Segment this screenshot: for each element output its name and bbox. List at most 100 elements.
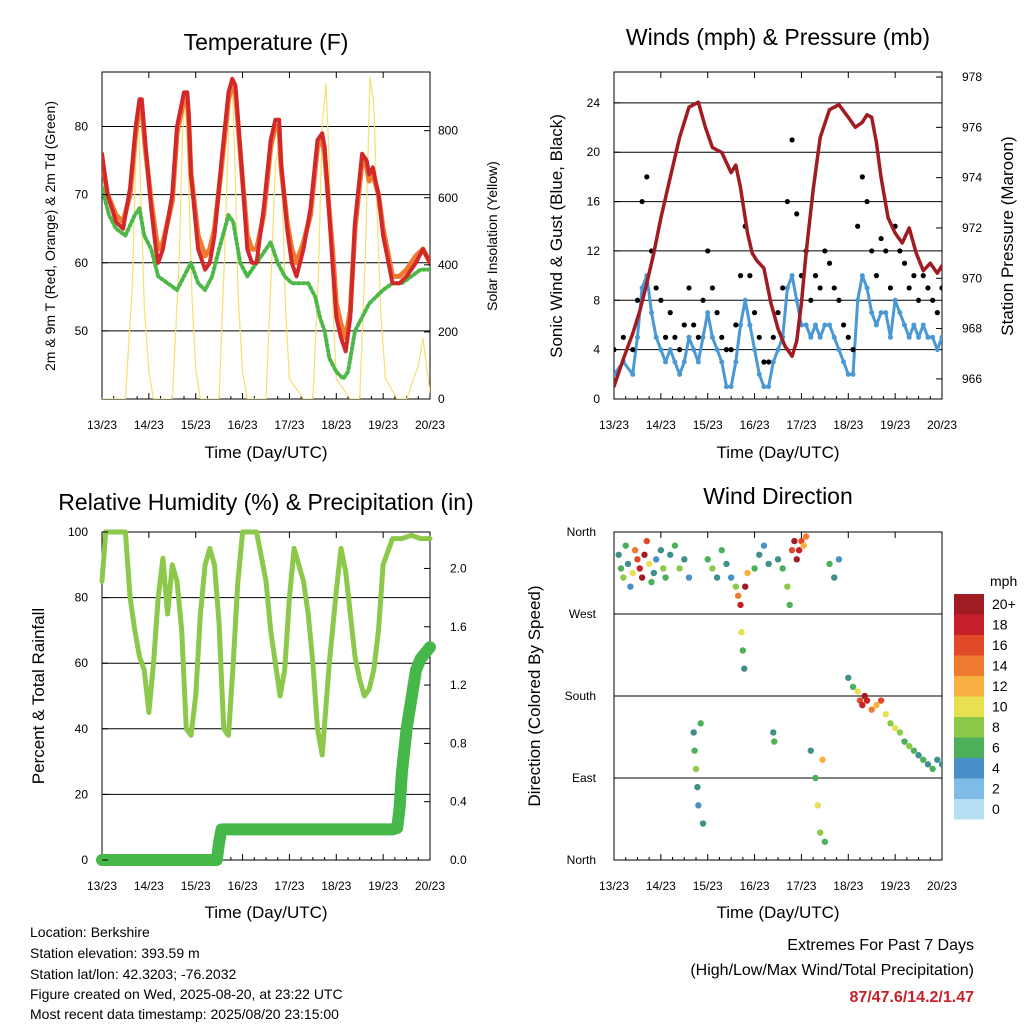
wind-direction-point: [770, 729, 777, 736]
gust-point: [686, 285, 692, 291]
sonic-wind-point: [709, 334, 715, 340]
wind-direction-point: [934, 756, 941, 763]
wind-direction-point: [645, 560, 653, 568]
legend-title: mph: [990, 573, 1017, 589]
humidity-plot-area: [96, 529, 436, 866]
y2-tick-label: 0.8: [450, 736, 467, 750]
sonic-wind-point: [902, 322, 908, 328]
sonic-wind-point: [719, 359, 725, 365]
x-tick-label: 13/23: [87, 879, 117, 893]
winds-plot-area: [614, 100, 942, 390]
wind-direction-point: [779, 565, 786, 572]
x-tick-label: 20/23: [415, 879, 445, 893]
x-tick-label: 19/23: [368, 879, 398, 893]
gust-point: [700, 297, 706, 303]
wind-direction-point: [631, 547, 639, 554]
sonic-wind-point: [691, 347, 697, 353]
total-rainfall-line: [96, 641, 436, 866]
gust-point: [639, 198, 645, 205]
wind-direction-point: [643, 537, 650, 545]
wind-direction-point: [657, 547, 665, 554]
winds-panel: Winds (mph) & Pressure (mb) Time (Day/UTC…: [547, 24, 1017, 462]
wind-direction-point: [863, 697, 871, 704]
y-tick-label: 0: [593, 392, 600, 406]
legend-swatch: [954, 758, 984, 779]
sonic-wind-point: [752, 347, 758, 353]
x-tick-label: 19/23: [880, 418, 910, 432]
y-tick-label: 60: [75, 656, 89, 670]
sonic-wind-point: [916, 334, 922, 340]
wind-direction-point: [891, 724, 899, 732]
legend-label: 12: [992, 678, 1008, 694]
extremes-title: Extremes For Past 7 Days: [787, 937, 974, 954]
gust-point: [864, 198, 870, 205]
direction-panel: Wind Direction Time (Day/UTC) Direction (C…: [525, 483, 1017, 922]
gust-point: [794, 211, 800, 217]
sonic-wind-point: [873, 322, 879, 328]
x-tick-label: 17/23: [786, 879, 816, 893]
x-tick-label: 16/23: [228, 418, 258, 432]
x-tick-label: 14/23: [134, 879, 164, 893]
y-tick-label: North: [567, 853, 596, 867]
panel-title: Temperature (F): [184, 29, 349, 55]
gust-point: [897, 248, 903, 254]
wind-direction-point: [774, 556, 782, 563]
sonic-wind-point: [728, 384, 734, 390]
gust-point: [822, 248, 828, 254]
wind-direction-point: [826, 560, 833, 568]
gust-point: [784, 198, 790, 205]
sonic-wind-point: [677, 371, 683, 377]
temperature-panel: Temperature (F) Time (Day/UTC) 2m & 9m T (…: [42, 29, 500, 462]
sonic-wind-point: [705, 310, 711, 316]
sonic-wind-point: [920, 322, 926, 328]
x-tick-label: 14/23: [646, 418, 676, 432]
y2-tick-label: 0.4: [450, 795, 467, 809]
y-axis-label: Sonic Wind & Gust (Blue, Black): [547, 114, 566, 358]
wind-direction-point: [910, 747, 918, 754]
wind-direction-point: [816, 829, 824, 836]
legend-swatch: [954, 635, 984, 656]
wind-direction-point: [718, 547, 725, 554]
y-tick-label: 80: [75, 591, 89, 605]
wind-direction-point: [831, 574, 838, 581]
panel-title: Wind Direction: [703, 483, 853, 509]
legend-swatch: [954, 717, 984, 738]
y-axis-label: 2m & 9m T (Red, Orange) & 2m Td (Green): [42, 101, 58, 371]
sonic-wind-point: [700, 334, 706, 340]
wind-direction-point: [617, 565, 625, 572]
gust-point: [695, 334, 701, 340]
y-tick-label: 16: [587, 195, 601, 209]
wind-direction-point: [802, 533, 810, 540]
wind-direction-point: [648, 578, 655, 586]
extremes-values: 87/47.6/14.2/1.47: [849, 989, 974, 1006]
wind-direction-point: [615, 551, 622, 558]
wind-direction-point: [812, 774, 819, 782]
y-tick-label: 80: [75, 120, 89, 134]
wind-direction-point: [638, 574, 646, 581]
wind-direction-point: [634, 556, 641, 563]
sonic-wind-point: [634, 334, 640, 340]
wind-direction-point: [854, 688, 861, 695]
x-tick-label: 16/23: [740, 418, 770, 432]
sonic-wind-point: [906, 334, 912, 340]
wind-direction-point: [756, 551, 763, 558]
x-tick-label: 19/23: [368, 418, 398, 432]
y2-tick-label: 2.0: [450, 561, 467, 575]
legend-label: 16: [992, 637, 1008, 653]
sonic-wind-point: [714, 347, 720, 353]
gust-point: [826, 260, 833, 266]
wind-direction-point: [938, 761, 942, 768]
gust-point: [873, 273, 880, 279]
gust-point: [653, 285, 659, 291]
x-axis-label: Time (Day/UTC): [716, 903, 839, 922]
legend-swatch: [954, 778, 984, 799]
sonic-wind-point: [812, 322, 818, 328]
sonic-wind-point: [761, 384, 767, 390]
legend-label: 6: [992, 740, 1000, 756]
relative-humidity-line: [99, 529, 433, 758]
sonic-wind-point: [836, 347, 842, 353]
sonic-wind-point: [869, 310, 875, 316]
sonic-wind-point: [939, 334, 942, 340]
x-tick-label: 14/23: [134, 418, 164, 432]
gust-point: [775, 310, 781, 316]
